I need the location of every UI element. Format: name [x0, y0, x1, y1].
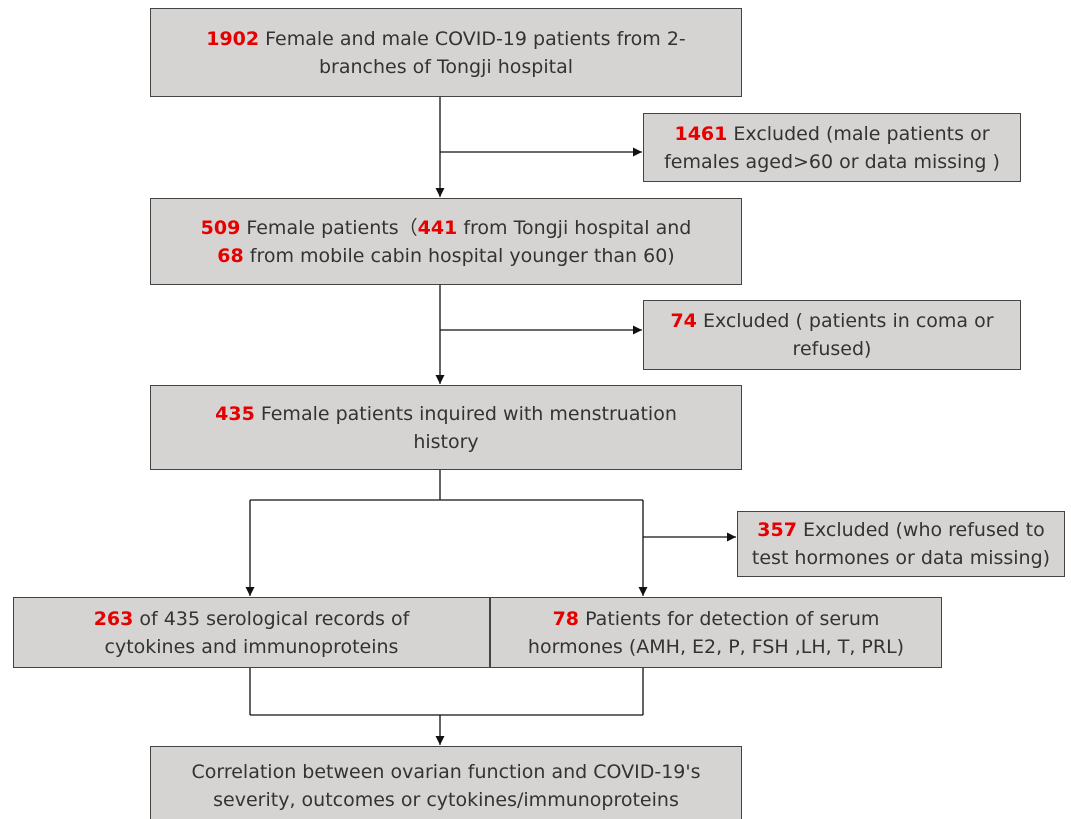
label: from Tongji hospital and	[457, 216, 692, 239]
count: 509	[200, 216, 241, 239]
flow-box: 357 Excluded (who refused to test hormone…	[737, 511, 1065, 577]
text-line: refused)	[793, 335, 872, 363]
count: 357	[757, 519, 797, 541]
text-line: severity, outcomes or cytokines/immunopr…	[213, 786, 679, 814]
label: Female and male COVID-19 patients from 2…	[259, 27, 686, 50]
count: 74	[670, 310, 697, 332]
label: severity, outcomes or cytokines/immunopr…	[213, 789, 679, 811]
label: cytokines and immunoproteins	[104, 635, 399, 658]
label: from mobile cabin hospital younger than …	[243, 244, 675, 267]
text-line: 74 Excluded ( patients in coma or	[670, 307, 993, 335]
label: Correlation between ovarian function and…	[191, 761, 701, 783]
label: hormones (AMH, E2, P, FSH ,LH, T, PRL)	[527, 635, 905, 658]
label: females aged>60 or data missing )	[664, 150, 1000, 173]
flow-box: 263 of 435 serological records of cytokin…	[13, 597, 490, 668]
text-line: cytokines and immunoproteins	[105, 633, 399, 661]
text-line: 1461 Excluded (male patients or	[674, 120, 989, 148]
text-line: females aged>60 or data missing )	[664, 148, 1000, 176]
flow-box: Correlation between ovarian function and…	[150, 746, 742, 819]
flow-box: 1902 Female and male COVID-19 patients f…	[150, 8, 742, 97]
label: Excluded (who refused to	[796, 519, 1045, 541]
label: refused)	[792, 338, 872, 360]
count: 263	[93, 607, 134, 630]
flow-box: 74 Excluded ( patients in coma or refused…	[643, 300, 1021, 370]
label: Patients for detection of serum	[579, 607, 880, 630]
text-line: test hormones or data missing)	[752, 544, 1050, 572]
label: history	[413, 430, 479, 453]
count: 1902	[206, 27, 260, 50]
count: 68	[217, 244, 244, 267]
text-line: 68 from mobile cabin hospital younger th…	[217, 242, 674, 270]
text-line: hormones (AMH, E2, P, FSH ,LH, T, PRL)	[528, 633, 904, 661]
label: branches of Tongji hospital	[318, 55, 573, 78]
text-line: 435 Female patients inquired with menstr…	[215, 400, 677, 428]
count: 435	[215, 402, 255, 425]
text-line: 78 Patients for detection of serum	[553, 605, 880, 633]
count: 1461	[674, 122, 728, 145]
count: 78	[552, 607, 580, 630]
text-line: Correlation between ovarian function and…	[191, 758, 700, 786]
count: 441	[417, 216, 458, 239]
text-line: history	[413, 428, 478, 456]
text-line: 263 of 435 serological records of	[94, 605, 410, 633]
text-line: 357 Excluded (who refused to	[757, 516, 1044, 544]
label: test hormones or data missing)	[751, 547, 1051, 569]
flow-box: 78 Patients for detection of serum hormon…	[490, 597, 942, 668]
text-line: 1902 Female and male COVID-19 patients f…	[206, 25, 686, 53]
label: Excluded (male patients or	[727, 122, 990, 145]
flow-box: 509 Female patients（441 from Tongji hosp…	[150, 198, 742, 285]
label: of 435 serological records of	[133, 607, 410, 630]
flow-box: 435 Female patients inquired with menstr…	[150, 385, 742, 470]
label: Female patients（	[240, 216, 418, 239]
flow-box: 1461 Excluded (male patients or females a…	[643, 113, 1021, 182]
label: Excluded ( patients in coma or	[696, 310, 994, 332]
label: Female patients inquired with menstruati…	[254, 402, 677, 425]
text-line: 509 Female patients（441 from Tongji hosp…	[201, 214, 692, 242]
text-line: branches of Tongji hospital	[319, 53, 573, 81]
